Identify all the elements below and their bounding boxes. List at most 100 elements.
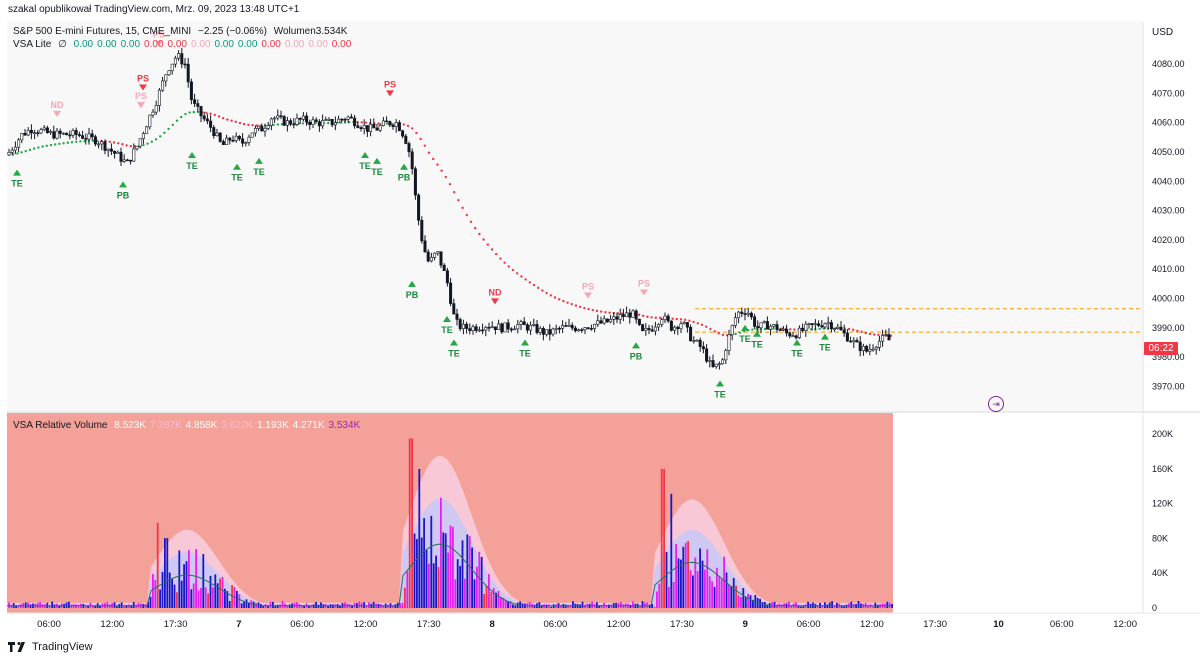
marker-down-arrow bbox=[139, 84, 147, 91]
volume-bar bbox=[344, 602, 346, 608]
volume-bar bbox=[670, 493, 673, 608]
volume-axis[interactable]: 200K 160K 120K 80K 40K 0 bbox=[1152, 429, 1173, 613]
volume-bar bbox=[123, 605, 125, 608]
volume-bar bbox=[545, 604, 548, 608]
candle-body bbox=[781, 328, 785, 331]
candle-body bbox=[333, 122, 337, 126]
candle-body bbox=[746, 312, 750, 315]
volume-bar bbox=[665, 551, 668, 608]
time-axis[interactable]: 06:00 12:00 17:30 7 06:00 12:00 17:30 8 06:00 12:… bbox=[37, 619, 1137, 630]
candle-body bbox=[490, 326, 494, 329]
trend-dot bbox=[436, 163, 439, 166]
marker-label: ND bbox=[489, 287, 502, 297]
candle-body bbox=[420, 219, 424, 242]
candle-body bbox=[545, 329, 549, 335]
volume-bar bbox=[857, 601, 860, 608]
volume-bar bbox=[620, 602, 622, 608]
volume-bar bbox=[447, 552, 449, 608]
indicator-value: 0.00 bbox=[284, 39, 305, 50]
candle-body bbox=[679, 323, 683, 330]
volume-bar bbox=[15, 605, 17, 608]
marker-label: TE bbox=[751, 340, 763, 350]
candle-body bbox=[61, 132, 65, 135]
volume-bar bbox=[720, 579, 723, 608]
volume-bar bbox=[219, 578, 221, 608]
volume-bar bbox=[492, 588, 495, 608]
volume-bar bbox=[528, 601, 531, 608]
go-to-realtime-icon[interactable]: ⇥ bbox=[988, 396, 1004, 412]
volume-bar bbox=[713, 587, 716, 608]
trend-dot bbox=[583, 306, 586, 310]
trend-dot bbox=[600, 310, 603, 313]
candle-body bbox=[493, 326, 497, 331]
candle-body bbox=[631, 310, 635, 318]
volume-bar bbox=[420, 537, 423, 608]
candle-body bbox=[429, 257, 433, 262]
time-tick-label: 17:30 bbox=[923, 619, 947, 630]
volume-bar bbox=[195, 549, 197, 608]
volume-bar bbox=[132, 602, 135, 608]
volume-bar bbox=[605, 604, 608, 608]
candle-body bbox=[477, 329, 481, 332]
volume-bar bbox=[744, 597, 747, 608]
candle-body bbox=[551, 328, 555, 335]
marker-label: TE bbox=[448, 348, 460, 358]
trend-dot bbox=[83, 139, 86, 143]
main-legend-line2[interactable]: VSA Lite ∅ 0.00 0.00 0.00 0.00 0.00 0.00 0.00 0… bbox=[13, 39, 359, 50]
main-legend-line1[interactable]: S&P 500 E-mini Futures, 15, CME_MINI −2.… bbox=[13, 26, 351, 37]
volume-bar bbox=[303, 605, 305, 608]
candle-body bbox=[532, 324, 536, 326]
volume-bar bbox=[281, 600, 284, 608]
trend-dot bbox=[684, 318, 687, 322]
volume-bar bbox=[656, 591, 658, 608]
candle-body bbox=[605, 318, 609, 323]
candle-body bbox=[701, 346, 705, 350]
candle-body bbox=[49, 131, 53, 133]
volume-bar bbox=[116, 606, 118, 608]
marker-up-arrow bbox=[233, 163, 241, 170]
volume-bar bbox=[684, 542, 687, 608]
volume-bar bbox=[212, 587, 214, 608]
volume-bar bbox=[728, 584, 730, 608]
trend-dot bbox=[230, 119, 233, 122]
volume-bar bbox=[202, 553, 205, 608]
price-axis[interactable]: 4080.00 4070.00 4060.00 4050.00 4040.00 4030.… bbox=[1152, 59, 1185, 391]
trend-dot bbox=[247, 123, 250, 126]
volume-bar bbox=[706, 549, 709, 608]
volume-bar bbox=[840, 605, 843, 608]
candle-body bbox=[327, 119, 331, 121]
trend-dot bbox=[654, 316, 657, 319]
volume-bar bbox=[610, 604, 613, 608]
trend-dot bbox=[705, 325, 708, 328]
volume-legend[interactable]: VSA Relative Volume 8.523K 7.287K 4.858K 3.… bbox=[13, 420, 368, 431]
volume-tick-label: 160K bbox=[1152, 464, 1173, 474]
volume-bar bbox=[416, 539, 418, 608]
candle-body bbox=[225, 137, 229, 145]
volume-bar bbox=[711, 581, 713, 608]
candle-body bbox=[794, 335, 798, 339]
volume-bar bbox=[358, 601, 361, 608]
trend-dot bbox=[696, 322, 699, 325]
volume-bar bbox=[867, 605, 869, 608]
chart-area[interactable]: TE PB TE TE TE TE TE PB PB TE TE TE PB TE TE TE TE TE ND PS… bbox=[7, 21, 1200, 635]
candle-body bbox=[362, 125, 366, 129]
candle-body bbox=[423, 240, 427, 253]
indicator-value: 0.00 bbox=[214, 39, 234, 50]
trend-dot bbox=[604, 311, 607, 314]
candle-body bbox=[141, 133, 145, 140]
volume-bar bbox=[581, 601, 584, 608]
candle-body bbox=[599, 320, 603, 324]
volume-bar bbox=[440, 497, 442, 608]
indicator-value: 0.00 bbox=[144, 39, 164, 50]
price-tick-label: 4070.00 bbox=[1152, 88, 1185, 98]
trend-dot bbox=[856, 329, 859, 333]
volume-bar bbox=[663, 468, 665, 608]
candle-body bbox=[359, 127, 363, 129]
trend-dot bbox=[234, 120, 237, 124]
indicator-value: 0.00 bbox=[237, 39, 258, 50]
volume-bar bbox=[274, 605, 277, 608]
volume-bar bbox=[766, 604, 769, 608]
volume-bar bbox=[404, 587, 406, 608]
volume-bar bbox=[17, 605, 20, 608]
